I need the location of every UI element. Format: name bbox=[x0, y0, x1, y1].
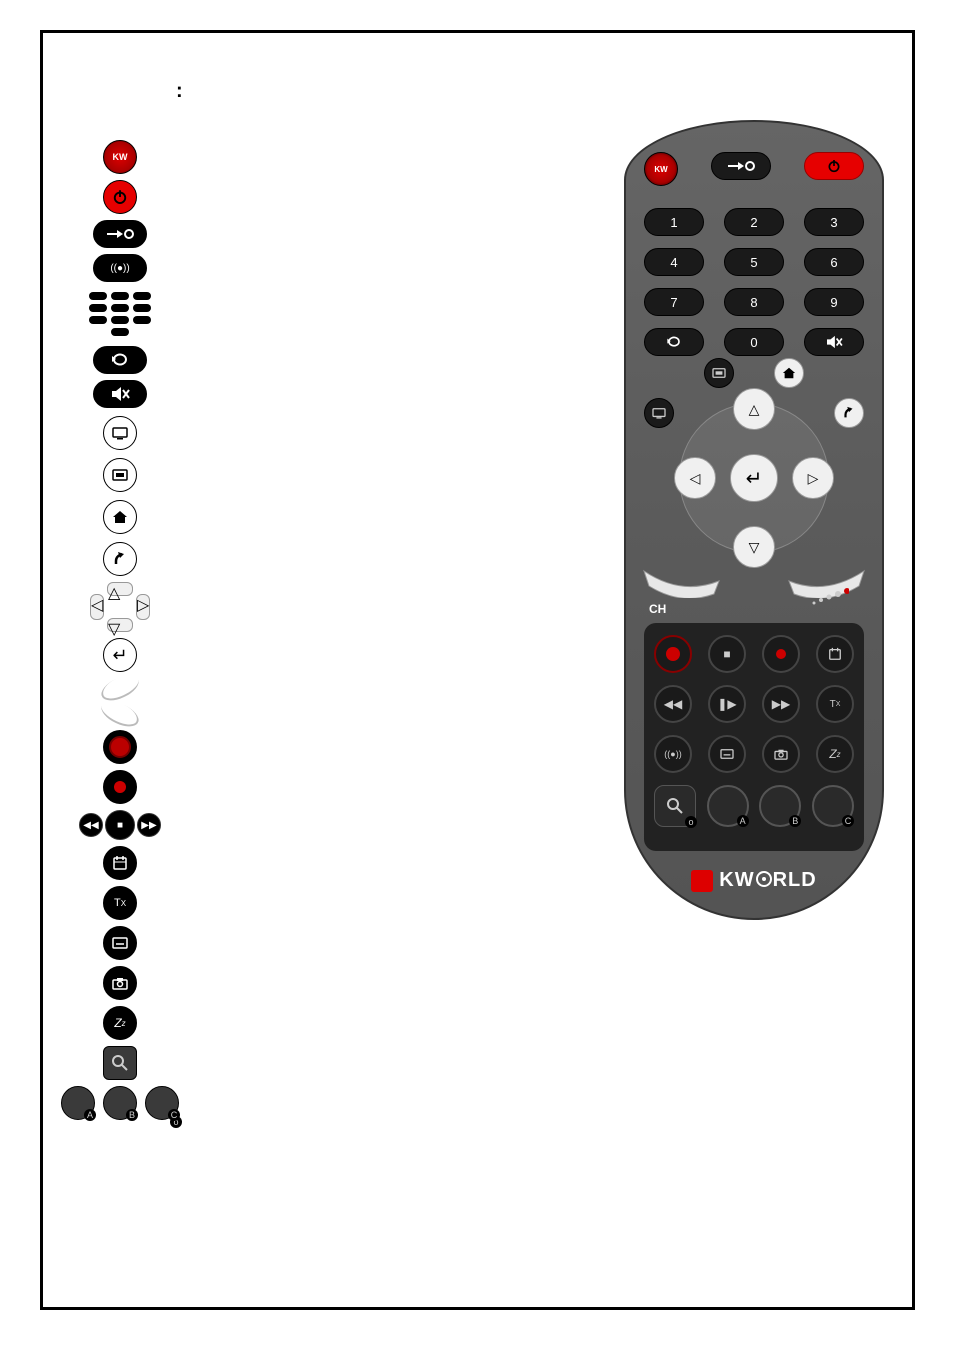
power-icon bbox=[103, 180, 137, 214]
display-mode-icon bbox=[103, 416, 137, 450]
remote-kw-logo[interactable]: KW bbox=[644, 152, 678, 186]
lower-panel: ■ ◀◀ ❚▶ ▶▶ TX ((●)) Zz o A B C bbox=[644, 623, 864, 851]
snapshot-button[interactable] bbox=[762, 735, 800, 773]
numpad-grid-icon bbox=[89, 292, 151, 336]
record-ring-icon bbox=[103, 730, 137, 764]
num-1-button[interactable]: 1 bbox=[644, 208, 704, 236]
nav-up-button[interactable]: △ bbox=[733, 388, 775, 430]
aspect-icon bbox=[103, 458, 137, 492]
playback-trio-icon: ◀◀ ■ ▶▶ bbox=[79, 810, 161, 840]
source-icon bbox=[93, 220, 147, 248]
audio-button[interactable]: ((●)) bbox=[654, 735, 692, 773]
ch-label: CH bbox=[649, 602, 666, 616]
num-0-button[interactable]: 0 bbox=[724, 328, 784, 356]
snapshot-icon bbox=[103, 966, 137, 1000]
subtitle-icon bbox=[103, 926, 137, 960]
brand-icon bbox=[691, 870, 713, 892]
preset-c-icon: C bbox=[145, 1086, 179, 1120]
forward-button[interactable]: ▶▶ bbox=[762, 685, 800, 723]
record-button[interactable] bbox=[762, 635, 800, 673]
subtitle-button[interactable] bbox=[708, 735, 746, 773]
remote-control: KW 123 456 789 0 △ ▽ ◁ ▷ ↵ CH bbox=[624, 120, 884, 920]
title-separator: : bbox=[176, 80, 183, 103]
stop-button[interactable]: ■ bbox=[708, 635, 746, 673]
teletext-button[interactable]: TX bbox=[816, 685, 854, 723]
num-5-button[interactable]: 5 bbox=[724, 248, 784, 276]
rewind-button[interactable]: ◀◀ bbox=[654, 685, 692, 723]
zoom-button[interactable]: o bbox=[654, 785, 696, 827]
enter-button[interactable]: ↵ bbox=[730, 454, 778, 502]
preset-b-button[interactable]: B bbox=[759, 785, 801, 827]
brand-text: KWRLD bbox=[719, 869, 816, 892]
aspect-button[interactable] bbox=[704, 358, 734, 388]
back-icon bbox=[103, 542, 137, 576]
remote-power-button[interactable] bbox=[804, 152, 864, 180]
num-7-button[interactable]: 7 bbox=[644, 288, 704, 316]
preset-a-button[interactable]: A bbox=[707, 785, 749, 827]
mute-button[interactable] bbox=[804, 328, 864, 356]
navigation-zone: △ ▽ ◁ ▷ ↵ CH bbox=[644, 368, 864, 588]
num-3-button[interactable]: 3 bbox=[804, 208, 864, 236]
record-icon bbox=[103, 770, 137, 804]
nav-left-button[interactable]: ◁ bbox=[674, 457, 716, 499]
num-4-button[interactable]: 4 bbox=[644, 248, 704, 276]
left-icon-column: ((●)) △▽◁▷ ↵ ◀◀ ■ ▶▶ TX Zz bbox=[60, 140, 180, 1126]
mute-icon bbox=[93, 380, 147, 408]
epg-icon bbox=[103, 846, 137, 880]
audio-mode-icon: ((●)) bbox=[93, 254, 147, 282]
remote-top-row: KW bbox=[644, 152, 864, 186]
num-9-button[interactable]: 9 bbox=[804, 288, 864, 316]
channel-rocker-icon bbox=[98, 696, 143, 731]
num-6-button[interactable]: 6 bbox=[804, 248, 864, 276]
home-button[interactable] bbox=[774, 358, 804, 388]
display-button[interactable] bbox=[644, 398, 674, 428]
num-8-button[interactable]: 8 bbox=[724, 288, 784, 316]
sleep-icon: Zz bbox=[103, 1006, 137, 1040]
preset-a-icon: A bbox=[61, 1086, 95, 1120]
preset-c-button[interactable]: C bbox=[812, 785, 854, 827]
channel-rocker[interactable] bbox=[639, 566, 724, 598]
recall-icon bbox=[93, 346, 147, 374]
vol-indicator bbox=[809, 588, 849, 608]
back-button[interactable] bbox=[834, 398, 864, 428]
rec-timeshift-button[interactable] bbox=[654, 635, 692, 673]
nav-right-button[interactable]: ▷ bbox=[792, 457, 834, 499]
play-pause-button[interactable]: ❚▶ bbox=[708, 685, 746, 723]
recall-button[interactable] bbox=[644, 328, 704, 356]
kw-logo-icon bbox=[103, 140, 137, 174]
remote-source-button[interactable] bbox=[711, 152, 771, 180]
num-2-button[interactable]: 2 bbox=[724, 208, 784, 236]
brand-label: KWRLD bbox=[644, 869, 864, 892]
epg-button[interactable] bbox=[816, 635, 854, 673]
dpad-icon: △▽◁▷ bbox=[90, 582, 150, 632]
enter-icon: ↵ bbox=[103, 638, 137, 672]
preset-b-icon: B bbox=[103, 1086, 137, 1120]
nav-down-button[interactable]: ▽ bbox=[733, 526, 775, 568]
teletext-icon: TX bbox=[103, 886, 137, 920]
zoom-icon: o bbox=[103, 1046, 137, 1080]
volume-rocker-icon bbox=[98, 670, 143, 705]
sleep-button[interactable]: Zz bbox=[816, 735, 854, 773]
home-icon bbox=[103, 500, 137, 534]
